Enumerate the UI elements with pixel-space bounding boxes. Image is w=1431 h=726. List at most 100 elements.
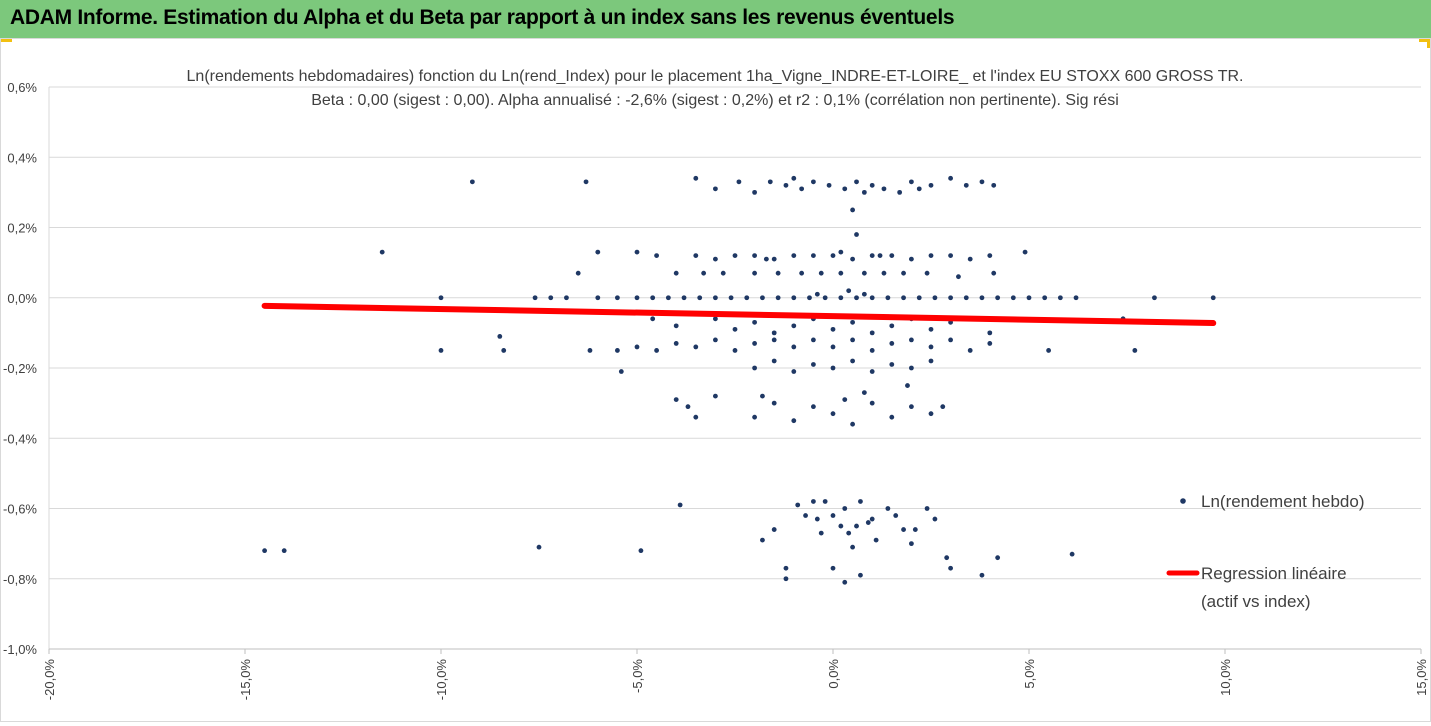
data-point bbox=[760, 295, 765, 301]
data-point bbox=[944, 555, 950, 561]
data-point bbox=[881, 270, 887, 276]
data-point bbox=[760, 393, 765, 399]
data-point bbox=[818, 270, 824, 276]
data-point bbox=[909, 365, 914, 371]
data-point bbox=[885, 295, 891, 301]
data-point bbox=[858, 499, 863, 504]
data-point bbox=[901, 527, 906, 532]
data-point bbox=[928, 253, 934, 258]
data-point bbox=[673, 341, 679, 346]
data-point bbox=[783, 576, 789, 582]
data-point bbox=[932, 295, 938, 301]
y-tick-label: -1,0% bbox=[3, 642, 37, 657]
data-point bbox=[720, 270, 726, 276]
data-point bbox=[587, 348, 593, 353]
data-point bbox=[885, 506, 891, 511]
data-point bbox=[838, 270, 844, 276]
data-point bbox=[901, 270, 906, 276]
data-point bbox=[673, 397, 679, 403]
legend-label-regression: Regression linéaire bbox=[1201, 564, 1347, 583]
data-point bbox=[438, 295, 444, 301]
data-point bbox=[728, 295, 734, 301]
corner-accent-right-edge bbox=[1427, 38, 1431, 48]
data-point bbox=[752, 365, 757, 371]
data-point bbox=[799, 270, 805, 276]
data-point bbox=[963, 182, 969, 188]
scatter-chart: Ln(rendements hebdomadaires) fonction du… bbox=[3, 68, 1429, 701]
data-point bbox=[791, 418, 797, 424]
data-point bbox=[595, 295, 601, 301]
legend-marker-points bbox=[1180, 498, 1186, 504]
data-point bbox=[548, 295, 554, 301]
data-point bbox=[956, 274, 961, 280]
data-point bbox=[532, 295, 538, 301]
data-point bbox=[732, 326, 738, 332]
data-point bbox=[940, 404, 946, 410]
data-point bbox=[842, 579, 848, 585]
data-point bbox=[1046, 348, 1051, 353]
data-point bbox=[685, 404, 691, 410]
data-point bbox=[1210, 295, 1216, 301]
data-point bbox=[744, 295, 750, 301]
regression-line bbox=[261, 302, 1217, 327]
data-point bbox=[869, 400, 875, 406]
data-point bbox=[536, 544, 542, 550]
data-point bbox=[869, 330, 875, 336]
data-point bbox=[281, 548, 287, 554]
data-point bbox=[791, 295, 797, 301]
data-point bbox=[1152, 295, 1157, 301]
data-point bbox=[963, 295, 969, 301]
data-point bbox=[869, 253, 875, 258]
data-point bbox=[948, 337, 953, 343]
x-tick-label: 0,0% bbox=[826, 659, 841, 689]
data-point bbox=[909, 256, 914, 262]
data-point bbox=[693, 175, 699, 181]
data-point bbox=[752, 253, 757, 258]
corner-accent-top-right bbox=[1419, 38, 1431, 42]
data-point bbox=[811, 362, 816, 367]
data-point bbox=[995, 555, 1001, 561]
data-point bbox=[811, 337, 816, 343]
data-point bbox=[775, 295, 781, 301]
data-point bbox=[752, 189, 757, 195]
data-point bbox=[909, 541, 914, 547]
data-point bbox=[897, 189, 903, 195]
data-point bbox=[850, 421, 855, 427]
data-point bbox=[991, 182, 997, 188]
data-point bbox=[618, 369, 624, 374]
data-point bbox=[861, 390, 867, 395]
data-point bbox=[924, 270, 930, 276]
data-point bbox=[822, 295, 828, 301]
data-point bbox=[583, 179, 589, 185]
data-point bbox=[869, 348, 875, 353]
data-point bbox=[850, 319, 855, 325]
data-point bbox=[713, 316, 718, 322]
legend-label-regression: (actif vs index) bbox=[1201, 592, 1311, 611]
data-point bbox=[822, 499, 828, 504]
data-point bbox=[948, 175, 953, 181]
corner-accent-top-left bbox=[0, 38, 12, 42]
data-point bbox=[854, 295, 859, 301]
x-tick-label: -20,0% bbox=[42, 659, 57, 701]
data-point bbox=[732, 348, 738, 353]
data-point bbox=[850, 337, 855, 343]
data-point bbox=[752, 270, 757, 276]
data-point bbox=[889, 323, 895, 329]
data-point bbox=[842, 506, 848, 511]
data-point bbox=[987, 341, 993, 346]
data-point bbox=[865, 520, 871, 525]
data-point bbox=[1069, 551, 1075, 557]
data-point bbox=[681, 295, 687, 301]
data-point bbox=[795, 502, 801, 508]
data-point bbox=[760, 537, 765, 543]
data-point bbox=[889, 362, 895, 367]
data-point bbox=[771, 400, 777, 406]
x-tick-label: -15,0% bbox=[238, 659, 253, 701]
data-point bbox=[928, 344, 934, 350]
y-tick-label: 0,2% bbox=[7, 221, 37, 236]
data-point bbox=[811, 499, 816, 504]
data-point bbox=[713, 256, 718, 262]
data-point bbox=[713, 295, 718, 301]
data-point bbox=[771, 256, 777, 262]
data-point bbox=[838, 295, 844, 301]
